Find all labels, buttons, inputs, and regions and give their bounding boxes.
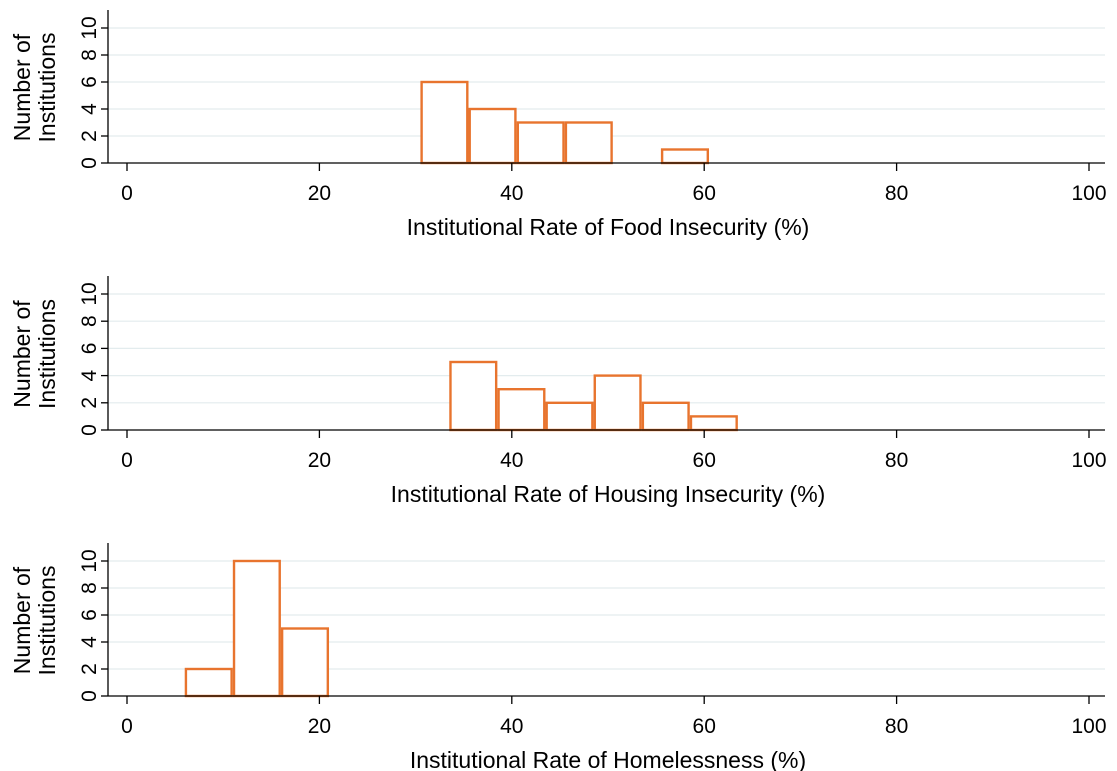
x-tick-label: 40	[500, 182, 523, 205]
y-tick-label: 4	[78, 636, 101, 648]
x-tick-label: 0	[121, 449, 133, 472]
y-tick-label: 10	[78, 549, 101, 572]
y-tick-label: 10	[78, 282, 101, 305]
x-axis-label: Institutional Rate of Homelessness (%)	[410, 747, 806, 771]
y-tick-label: 4	[78, 369, 101, 381]
y-tick-label: 6	[78, 76, 101, 88]
x-tick-label: 40	[500, 715, 523, 738]
histogram-bar	[468, 107, 517, 165]
x-tick-label: 20	[308, 449, 331, 472]
histogram-bar	[593, 374, 642, 432]
histogram-bar	[497, 388, 546, 432]
y-axis-label: Institutions	[34, 299, 60, 409]
y-axis-label: Number of	[9, 300, 35, 408]
y-tick-label: 8	[78, 315, 101, 327]
histogram-bar	[660, 148, 710, 165]
x-tick-label: 60	[693, 449, 716, 472]
histogram-bar	[232, 559, 281, 698]
histogram-bar	[516, 121, 565, 165]
x-tick-label: 0	[121, 715, 133, 738]
y-tick-label: 4	[78, 103, 101, 115]
y-tick-label: 6	[78, 609, 101, 621]
y-tick-label: 6	[78, 343, 101, 355]
x-tick-label: 80	[885, 449, 908, 472]
histogram-bar	[641, 401, 690, 432]
histogram-bar	[564, 121, 613, 165]
y-tick-label: 0	[78, 157, 101, 169]
y-axis-label: Number of	[9, 33, 35, 141]
y-tick-label: 0	[78, 424, 101, 436]
x-tick-label: 20	[308, 715, 331, 738]
y-tick-label: 10	[78, 16, 101, 39]
y-tick-label: 8	[78, 582, 101, 594]
x-tick-label: 60	[693, 182, 716, 205]
y-tick-label: 8	[78, 49, 101, 61]
histogram-bar	[280, 627, 330, 698]
histogram-bar	[420, 80, 469, 165]
x-tick-label: 100	[1071, 449, 1106, 472]
x-tick-label: 60	[693, 715, 716, 738]
y-axis-label: Number of	[9, 566, 35, 674]
histogram-bar	[545, 401, 594, 432]
y-tick-label: 2	[78, 397, 101, 409]
y-axis-label: Institutions	[34, 33, 60, 143]
x-tick-label: 20	[308, 182, 331, 205]
histogram-bar	[689, 415, 738, 432]
x-tick-label: 100	[1071, 715, 1106, 738]
x-axis-label: Institutional Rate of Housing Insecurity…	[391, 481, 826, 507]
x-tick-label: 0	[121, 182, 133, 205]
histogram-bar	[449, 360, 498, 432]
x-tick-label: 80	[885, 715, 908, 738]
x-tick-label: 80	[885, 182, 908, 205]
y-tick-label: 2	[78, 663, 101, 675]
y-tick-label: 2	[78, 130, 101, 142]
x-tick-label: 40	[500, 449, 523, 472]
y-tick-label: 0	[78, 690, 101, 702]
x-axis-label: Institutional Rate of Food Insecurity (%…	[407, 214, 810, 240]
histogram-bar	[184, 667, 233, 698]
y-axis-label: Institutions	[34, 566, 60, 676]
x-tick-label: 100	[1071, 182, 1106, 205]
